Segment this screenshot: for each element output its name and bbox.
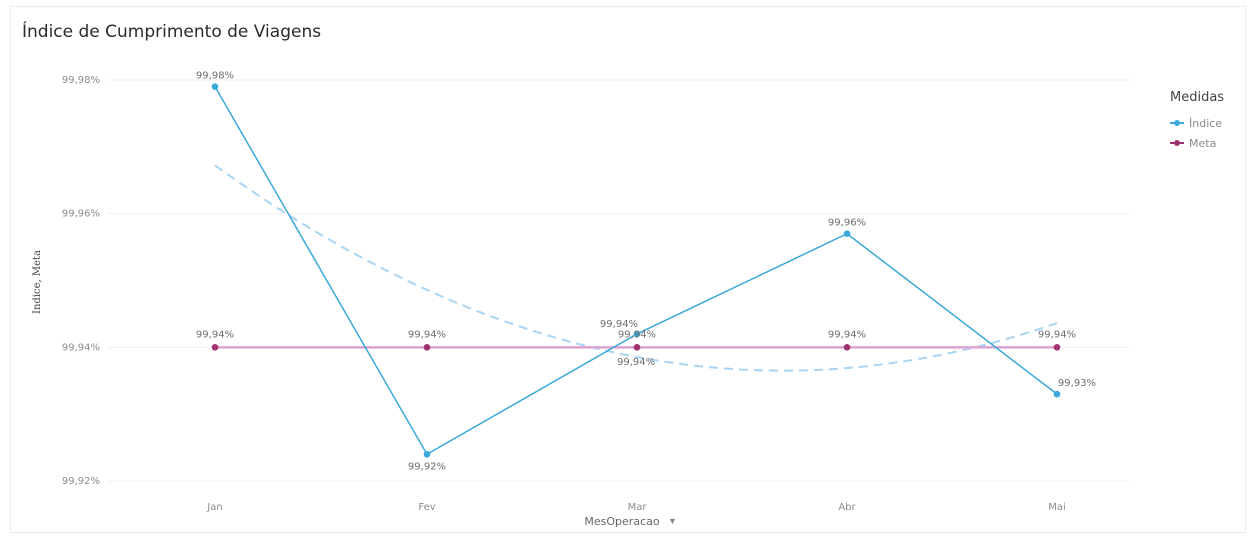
data-point-indice — [633, 330, 641, 338]
data-label-indice: 99,92% — [408, 461, 446, 472]
chart-title: Índice de Cumprimento de Viagens — [22, 22, 322, 42]
y-tick-label: 99,94% — [62, 342, 100, 353]
x-tick-label: Mai — [1048, 502, 1066, 513]
y-tick-label: 99,98% — [62, 75, 100, 86]
x-tick-label: Fev — [418, 502, 435, 513]
data-point-meta — [633, 344, 641, 351]
x-tick-label: Abr — [838, 502, 856, 513]
y-axis-title: Indice, Meta — [32, 250, 43, 314]
legend-label-indice: Índice — [1189, 116, 1223, 130]
data-label-meta: 99,94% — [1038, 329, 1076, 340]
series-line-indice — [214, 86, 1058, 456]
series-lines — [214, 86, 1058, 456]
legend-label-meta: Meta — [1189, 136, 1217, 150]
legend-title: Medidas — [1170, 90, 1225, 105]
legend-swatch-indice — [1170, 118, 1184, 128]
series-points — [211, 83, 1061, 458]
chart-panel — [10, 6, 1246, 533]
y-tick-label: 99,92% — [62, 476, 100, 487]
data-point-indice — [423, 450, 431, 458]
data-point-indice — [211, 83, 219, 90]
data-label-indice: 99,93% — [1058, 378, 1096, 389]
data-point-meta — [1053, 344, 1061, 351]
trend-path — [214, 164, 1058, 372]
x-tick-label: Jan — [206, 502, 222, 513]
y-tick-label: 99,96% — [62, 209, 100, 220]
trend-line: 99,94% — [214, 164, 1058, 372]
data-point-meta — [211, 344, 219, 351]
trend-label: 99,94% — [617, 357, 655, 368]
data-label-meta: 99,94% — [618, 329, 656, 340]
data-label-meta: 99,94% — [828, 329, 866, 340]
legend: Medidas Índice Meta — [1170, 90, 1224, 153]
x-axis-title: MesOperacao — [584, 515, 659, 528]
data-point-indice — [1053, 390, 1061, 398]
data-point-indice — [843, 230, 851, 238]
y-axis-ticks: 99,98% 99,96% 99,94% 99,92% — [62, 75, 100, 487]
data-label-indice: 99,94% — [600, 319, 638, 330]
legend-swatch-meta — [1170, 138, 1184, 148]
sort-dropdown-icon[interactable]: ▼ — [668, 516, 677, 526]
data-label-meta: 99,94% — [196, 329, 234, 340]
data-point-meta — [423, 344, 431, 351]
data-label-meta: 99,94% — [408, 329, 446, 340]
legend-item-meta[interactable]: Meta — [1170, 133, 1224, 153]
grid-lines — [108, 79, 1130, 482]
x-axis-ticks: Jan Fev Mar Abr Mai — [206, 502, 1065, 513]
data-labels: 99,94% 99,94% 99,94% 99,94% 99,94%99,98%99,9… — [196, 71, 1096, 473]
x-tick-label: Mar — [628, 502, 648, 513]
data-label-indice: 99,96% — [828, 218, 866, 229]
data-label-indice: 99,98% — [196, 71, 234, 82]
data-point-meta — [843, 344, 851, 351]
legend-item-indice[interactable]: Índice — [1170, 113, 1224, 133]
